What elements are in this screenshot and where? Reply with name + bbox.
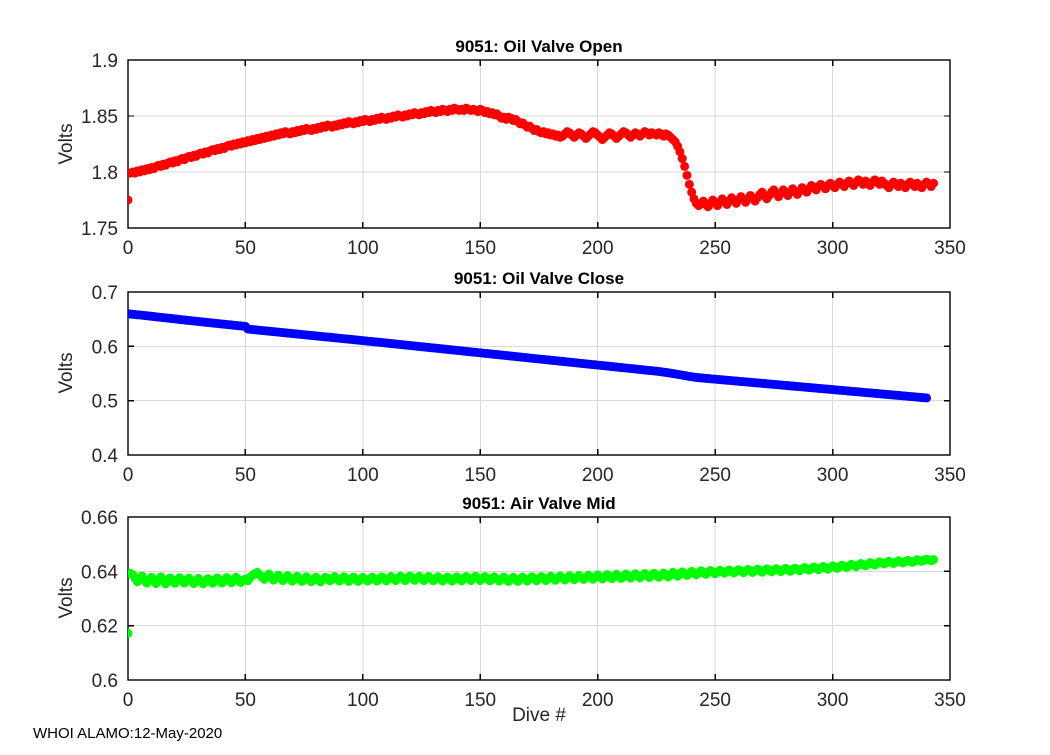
axis-frame-2	[127, 291, 951, 456]
x-tick-label: 100	[347, 238, 379, 259]
x-tick-label: 200	[582, 238, 614, 259]
x-tick-label: 100	[347, 465, 379, 486]
y-tick-label: 0.7	[92, 283, 118, 304]
axis-frame-3	[127, 516, 951, 681]
x-tick-label: 350	[934, 465, 966, 486]
x-tick-label: 250	[699, 690, 731, 711]
x-tick-labels-3: 0 50 100 150 200 250 300 350	[123, 690, 966, 711]
x-tick-label: 0	[123, 465, 134, 486]
x-axis-label: Dive #	[512, 705, 566, 726]
x-tick-label: 0	[123, 238, 134, 259]
y-axis-label-2: Volts	[56, 352, 77, 393]
x-tick-label: 150	[464, 238, 496, 259]
y-tick-label: 0.64	[81, 562, 118, 583]
x-tick-label: 350	[934, 690, 966, 711]
x-tick-labels-1: 0 50 100 150 200 250 300 350	[123, 238, 966, 259]
data-series-air-valve-mid	[128, 554, 939, 638]
x-tick-label: 50	[235, 690, 256, 711]
y-tick-label: 1.8	[92, 163, 118, 184]
y-axis-label-1: Volts	[56, 123, 77, 164]
x-tick-label: 300	[817, 690, 849, 711]
y-tick-label: 0.6	[92, 671, 118, 692]
footer-credit: WHOI ALAMO:12-May-2020	[33, 725, 222, 742]
x-tick-label: 250	[699, 238, 731, 259]
y-tick-label: 1.75	[81, 219, 118, 240]
y-tick-labels-1: 1.75 1.8 1.85 1.9	[81, 51, 118, 240]
x-tick-label: 0	[123, 690, 134, 711]
y-tick-labels-2: 0.4 0.5 0.6 0.7	[92, 283, 119, 467]
y-tick-label: 0.4	[92, 446, 119, 467]
x-tick-label: 300	[817, 465, 849, 486]
y-tick-label: 1.9	[92, 51, 118, 72]
y-axis-label-3: Volts	[56, 577, 77, 618]
x-tick-label: 50	[235, 238, 256, 259]
y-tick-label: 1.85	[81, 107, 118, 128]
y-tick-label: 0.5	[92, 392, 118, 413]
x-tick-labels-2: 0 50 100 150 200 250 300 350	[123, 465, 966, 486]
subplot-title-1: 9051: Oil Valve Open	[455, 37, 622, 56]
subplot-oil-valve-open: 9051: Oil Valve Open 1.75 1.8 1.85 1.9 0 50 1…	[56, 37, 966, 259]
data-series-oil-valve-close	[128, 309, 932, 403]
x-tick-label: 300	[817, 238, 849, 259]
y-tick-label: 0.66	[81, 508, 118, 529]
y-tick-labels-3: 0.6 0.62 0.64 0.66	[81, 508, 118, 692]
subplot-title-2: 9051: Oil Valve Close	[454, 269, 624, 288]
x-tick-label: 100	[347, 690, 379, 711]
gridlines-2	[128, 292, 950, 455]
data-series-oil-valve-open	[128, 103, 939, 212]
subplot-title-3: 9051: Air Valve Mid	[462, 494, 615, 513]
y-tick-label: 0.6	[92, 337, 118, 358]
x-tick-label: 150	[464, 465, 496, 486]
x-tick-label: 350	[934, 238, 966, 259]
x-tick-label: 200	[582, 465, 614, 486]
x-tick-label: 150	[464, 690, 496, 711]
x-tick-label: 250	[699, 465, 731, 486]
x-tick-label: 200	[582, 690, 614, 711]
subplot-air-valve-mid: 9051: Air Valve Mid 0.6 0.62 0.64 0.66 0 50 1…	[56, 494, 966, 726]
axis-frame-1	[127, 59, 951, 229]
subplot-oil-valve-close: 9051: Oil Valve Close 0.4 0.5 0.6 0.7 0 50 10…	[56, 269, 966, 486]
x-tick-label: 50	[235, 465, 256, 486]
y-tick-label: 0.62	[81, 617, 118, 638]
